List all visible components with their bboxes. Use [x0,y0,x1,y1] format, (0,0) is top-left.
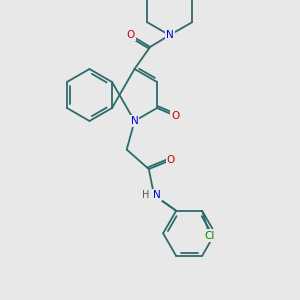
Text: N: N [130,116,138,126]
Text: Cl: Cl [205,230,215,241]
Text: O: O [171,111,179,121]
Text: N: N [166,30,173,40]
Text: N: N [153,190,161,200]
Text: O: O [127,30,135,40]
Text: H: H [142,190,150,200]
Text: O: O [167,155,175,165]
